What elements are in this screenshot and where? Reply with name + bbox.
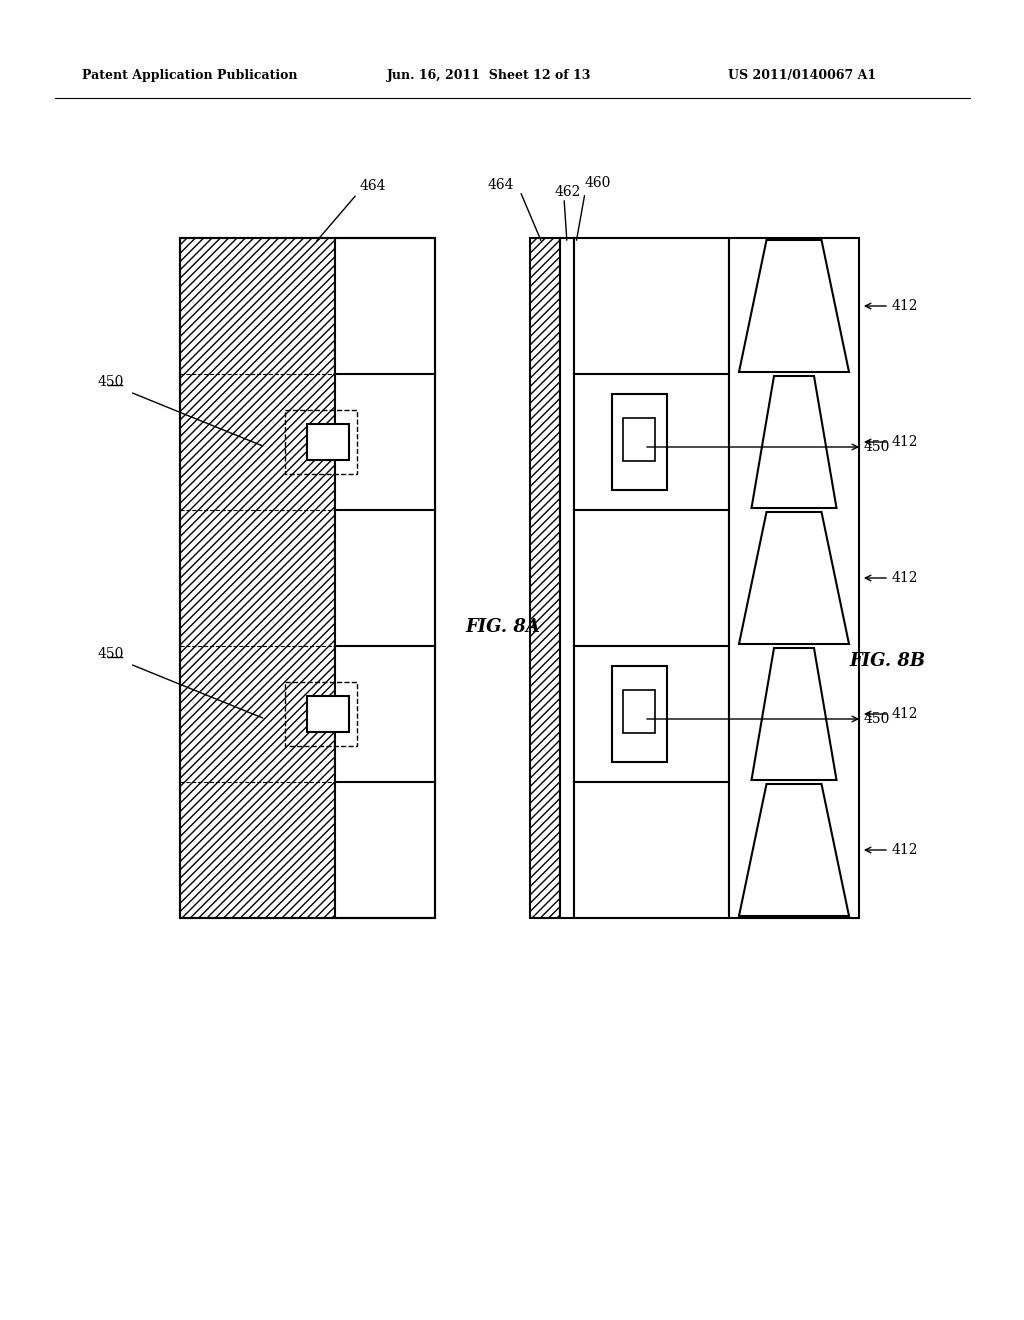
Bar (285, 682, 357, 746)
Text: 412: 412 (892, 572, 919, 585)
Bar (180, 238, 435, 917)
Text: 450: 450 (864, 440, 891, 454)
Text: 412: 412 (892, 708, 919, 721)
Bar (530, 238, 560, 917)
Bar (335, 238, 435, 917)
Bar (560, 238, 574, 917)
Text: 412: 412 (892, 436, 919, 449)
Bar (307, 696, 349, 733)
Bar (611, 395, 667, 490)
Text: Jun. 16, 2011  Sheet 12 of 13: Jun. 16, 2011 Sheet 12 of 13 (387, 69, 592, 82)
Text: 412: 412 (892, 843, 919, 857)
Text: 462: 462 (555, 185, 582, 199)
Polygon shape (739, 240, 849, 372)
Text: FIG. 8A: FIG. 8A (465, 618, 540, 636)
Text: FIG. 8B: FIG. 8B (849, 652, 925, 671)
Polygon shape (752, 648, 837, 780)
Text: US 2011/0140067 A1: US 2011/0140067 A1 (728, 69, 877, 82)
Bar (611, 667, 667, 762)
Text: 450: 450 (98, 375, 124, 389)
Bar (623, 418, 655, 461)
Polygon shape (752, 376, 837, 508)
Bar (307, 424, 349, 459)
Polygon shape (739, 784, 849, 916)
Bar (180, 238, 335, 917)
Text: 450: 450 (98, 647, 124, 661)
Text: Patent Application Publication: Patent Application Publication (82, 69, 298, 82)
Bar (729, 238, 859, 917)
Text: 464: 464 (360, 180, 386, 193)
Bar (623, 690, 655, 733)
Text: 464: 464 (488, 178, 514, 191)
Bar (285, 411, 357, 474)
Polygon shape (739, 512, 849, 644)
Text: 460: 460 (585, 176, 611, 190)
Bar (574, 238, 729, 917)
Text: 450: 450 (864, 711, 891, 726)
Text: 412: 412 (892, 300, 919, 313)
